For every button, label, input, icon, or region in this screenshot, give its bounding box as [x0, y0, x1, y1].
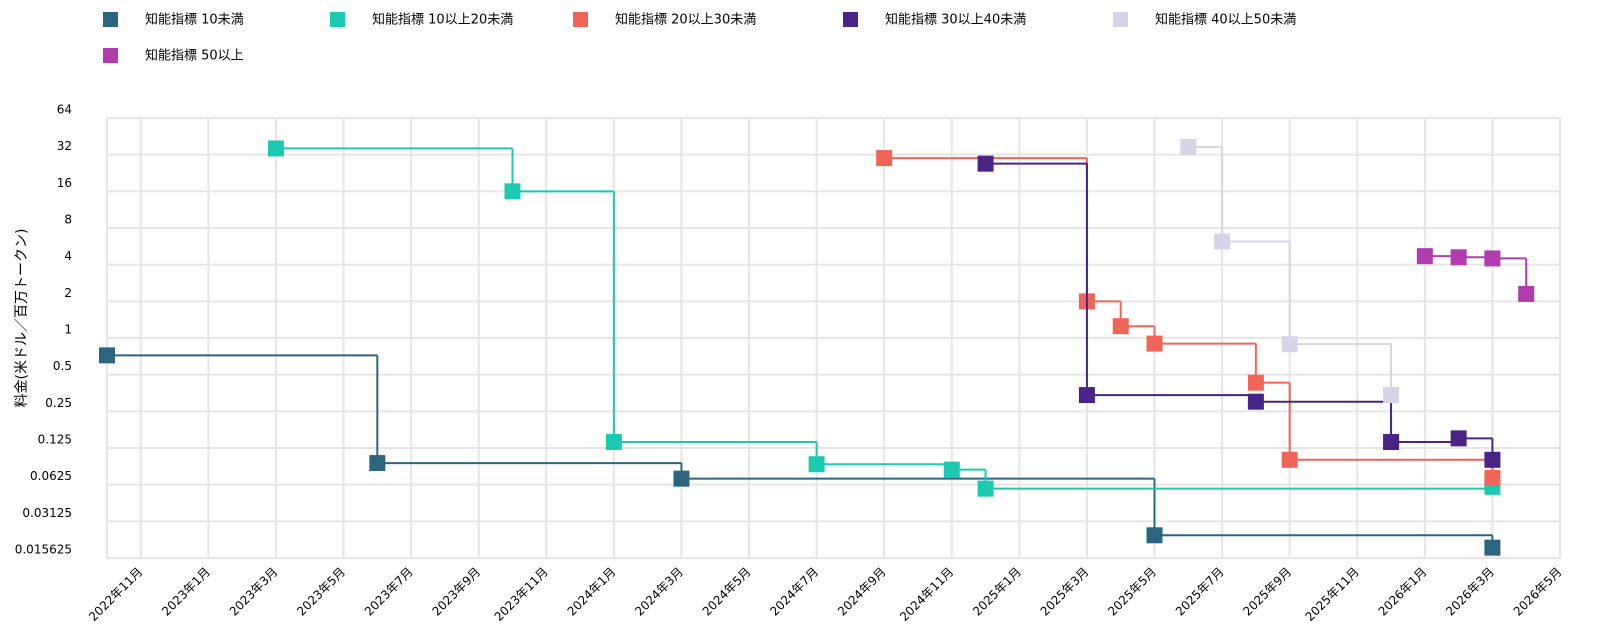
series — [977, 155, 1501, 468]
marker — [99, 347, 115, 364]
y-tick-label: 4 — [64, 249, 72, 263]
marker — [1416, 248, 1433, 265]
x-tick-label: 2025年3月 — [1038, 565, 1092, 619]
x-tick-label: 2024年7月 — [767, 565, 821, 619]
y-tick-label: 16 — [57, 176, 72, 190]
y-tick-label: 0.125 — [38, 433, 72, 447]
y-axis-label: 料金(米ドル／百万トークン) — [14, 229, 30, 408]
legend-label: 知能指標 30以上40未満 — [885, 12, 1026, 28]
marker — [1078, 387, 1095, 404]
x-tick-label: 2024年3月 — [632, 565, 686, 619]
x-tick-label: 2025年11月 — [1303, 565, 1362, 624]
series — [99, 347, 1501, 556]
marker — [1146, 527, 1163, 544]
y-tick-label: 0.25 — [45, 396, 72, 410]
x-tick-label: 2026年1月 — [1376, 565, 1430, 619]
x-tick-label: 2023年3月 — [227, 565, 281, 619]
marker — [977, 480, 994, 497]
x-tick-label: 2025年7月 — [1173, 565, 1227, 619]
y-tick-label: 0.03125 — [22, 506, 72, 520]
y-tick-label: 64 — [57, 103, 72, 117]
series — [876, 150, 1501, 486]
x-tick-label: 2023年1月 — [159, 565, 213, 619]
x-tick-label: 2026年5月 — [1511, 565, 1565, 619]
marker — [267, 140, 284, 157]
marker — [1281, 336, 1298, 353]
y-tick-label: 1 — [64, 323, 72, 337]
marker — [808, 456, 825, 473]
marker — [1484, 451, 1501, 468]
y-tick-label: 2 — [64, 286, 72, 300]
marker — [1518, 285, 1535, 302]
marker — [1484, 539, 1501, 556]
x-tick-label: 2026年3月 — [1443, 565, 1497, 619]
legend-label: 知能指標 10未満 — [145, 12, 244, 28]
series — [1180, 138, 1400, 404]
marker — [605, 434, 622, 451]
x-tick-label: 2022年11月 — [86, 565, 145, 624]
y-tick-label: 32 — [57, 139, 72, 153]
marker — [876, 150, 893, 167]
x-tick-label: 2024年9月 — [835, 565, 889, 619]
marker — [673, 470, 690, 487]
x-tick-label: 2023年7月 — [362, 565, 416, 619]
y-tick-label: 0.0625 — [30, 469, 72, 483]
x-tick-label: 2025年5月 — [1105, 565, 1159, 619]
marker — [369, 455, 386, 472]
x-tick-label: 2025年9月 — [1240, 565, 1294, 619]
marker — [1214, 233, 1231, 250]
marker — [1146, 335, 1163, 352]
x-tick-label: 2024年5月 — [700, 565, 754, 619]
marker — [1484, 250, 1501, 267]
x-tick-label: 2023年11月 — [492, 565, 551, 624]
marker — [1281, 451, 1298, 468]
x-tick-label: 2025年1月 — [970, 565, 1024, 619]
legend-swatch — [103, 12, 118, 27]
marker — [1180, 138, 1197, 155]
x-tick-label: 2023年9月 — [429, 565, 483, 619]
marker — [1247, 374, 1264, 391]
marker — [1247, 393, 1264, 410]
legend-label: 知能指標 40以上50未満 — [1155, 12, 1296, 28]
legend-label: 知能指標 10以上20未満 — [372, 12, 513, 28]
series — [267, 140, 1501, 497]
legend-swatch — [843, 12, 858, 27]
legend-swatch — [1113, 12, 1128, 27]
x-tick-label: 2023年5月 — [294, 565, 348, 619]
x-tick-label: 2024年1月 — [565, 565, 619, 619]
marker — [1450, 249, 1467, 266]
marker — [943, 461, 960, 478]
marker — [1383, 387, 1400, 404]
marker — [977, 155, 994, 172]
marker — [1484, 469, 1501, 486]
legend-swatch — [330, 12, 345, 27]
series — [1416, 248, 1535, 302]
y-tick-label: 8 — [64, 213, 72, 227]
legend-swatch — [573, 12, 588, 27]
marker — [1383, 434, 1400, 451]
marker — [1112, 318, 1129, 335]
legend-swatch — [103, 48, 118, 63]
y-tick-label: 0.5 — [53, 359, 72, 373]
marker — [1450, 430, 1467, 447]
legend-label: 知能指標 50以上 — [145, 48, 244, 64]
legend-label: 知能指標 20以上30未満 — [615, 12, 756, 28]
y-tick-label: 0.015625 — [15, 543, 72, 557]
marker — [504, 183, 521, 200]
x-tick-label: 2024年11月 — [897, 565, 956, 624]
